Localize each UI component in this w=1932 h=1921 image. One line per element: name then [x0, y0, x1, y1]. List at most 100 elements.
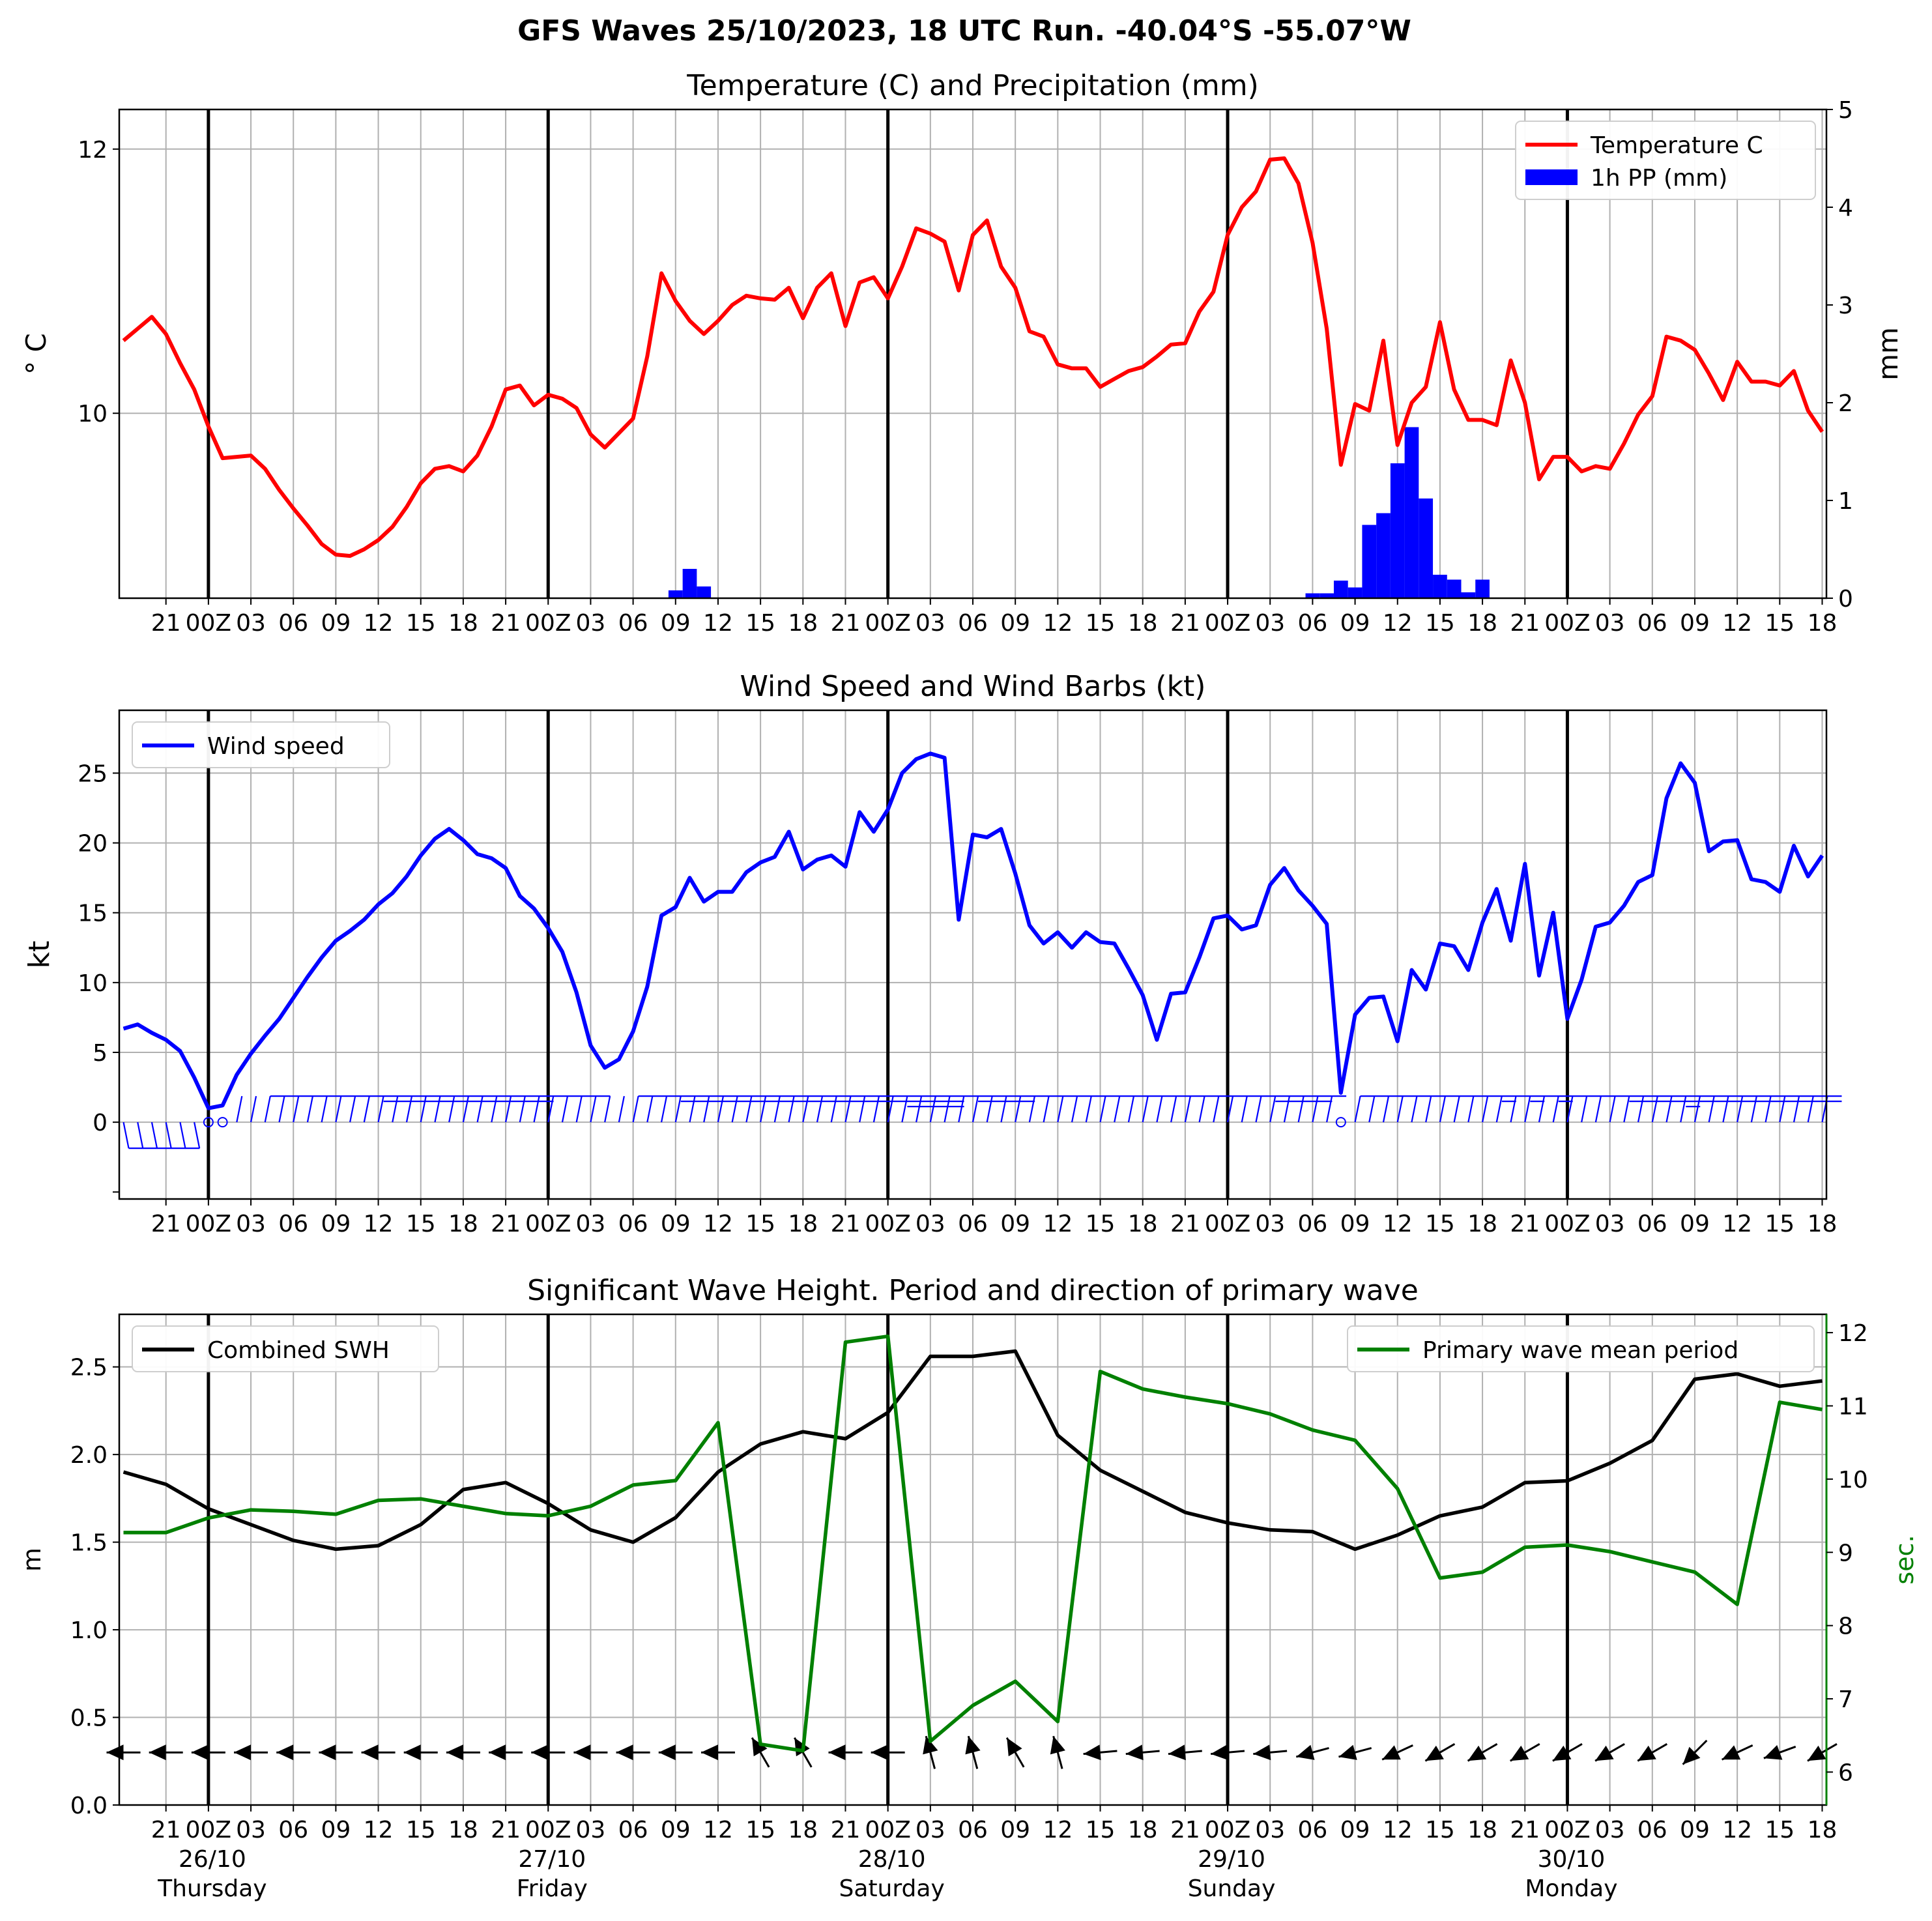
- wave-direction-arrow-head: [871, 1744, 888, 1761]
- wave-direction-arrow-head: [573, 1744, 591, 1761]
- wave-direction-arrow-head: [828, 1744, 846, 1761]
- wind-barb-staff: [674, 1095, 682, 1123]
- wave-direction-arrow-head: [489, 1744, 506, 1761]
- wind-barb-staff: [1368, 1095, 1376, 1123]
- day-name-label: Saturday: [839, 1875, 945, 1902]
- x-tick-label: 12: [1722, 1211, 1752, 1237]
- x-tick-label: 18: [448, 1211, 478, 1237]
- wave-direction-arrow-head: [403, 1744, 421, 1761]
- x-tick-label: 09: [1340, 1817, 1370, 1843]
- wind-barb-staff: [1425, 1095, 1432, 1123]
- panel-title: Significant Wave Height. Period and dire…: [527, 1274, 1419, 1307]
- day-date-label: 28/10: [858, 1846, 926, 1873]
- x-tick-label: 12: [1383, 610, 1413, 637]
- x-tick-label: 00Z: [865, 1211, 910, 1237]
- x-tick-label: 15: [406, 1817, 436, 1843]
- wind-barb-staff: [151, 1121, 158, 1149]
- wind-barb-staff: [1737, 1095, 1744, 1123]
- wind-barb-staff: [1665, 1095, 1673, 1123]
- day-date-label: 30/10: [1538, 1846, 1606, 1873]
- wave-direction-arrow-head: [1168, 1744, 1186, 1761]
- x-tick-label: 18: [788, 1211, 818, 1237]
- wind-barb-staff: [321, 1095, 328, 1123]
- wind-barb-staff: [349, 1095, 356, 1123]
- x-tick-label: 03: [1595, 1817, 1625, 1843]
- wind-barb-staff: [1198, 1095, 1205, 1123]
- wind-barb-staff: [405, 1095, 413, 1123]
- x-tick-label: 15: [406, 1211, 436, 1237]
- wind-barb-staff: [760, 1095, 767, 1123]
- x-tick-label: 21: [491, 610, 521, 637]
- precip-bar: [1390, 463, 1405, 598]
- panel-title: Wind Speed and Wind Barbs (kt): [740, 670, 1206, 703]
- y2-tick-label: 5: [1838, 97, 1853, 124]
- wind-barb-staff: [1170, 1095, 1177, 1123]
- x-tick-label: 09: [1000, 1211, 1030, 1237]
- x-tick-label: 15: [1086, 1817, 1116, 1843]
- x-tick-label: 21: [1510, 1817, 1540, 1843]
- wind-barb-staff: [1637, 1095, 1645, 1123]
- y-tick-label: 0.5: [70, 1705, 108, 1732]
- x-tick-label: 00Z: [865, 1817, 910, 1843]
- y2-tick-label: 1: [1838, 488, 1853, 515]
- wind-barb-staff: [264, 1095, 271, 1123]
- y-tick-label: 15: [78, 901, 108, 927]
- figure-suptitle: GFS Waves 25/10/2023, 18 UTC Run. -40.04…: [517, 14, 1411, 48]
- x-tick-label: 18: [1808, 1817, 1838, 1843]
- wave-direction-arrow-head: [616, 1744, 633, 1761]
- x-tick-label: 21: [151, 1817, 181, 1843]
- wind-barb-staff: [547, 1095, 555, 1123]
- x-tick-label: 18: [1808, 1211, 1838, 1237]
- x-tick-label: 09: [1680, 1211, 1710, 1237]
- wind-barb-staff: [816, 1095, 824, 1123]
- x-tick-label: 12: [703, 610, 733, 637]
- precip-bar: [1475, 579, 1490, 598]
- wind-barb-staff: [1241, 1095, 1248, 1123]
- wind-barb-staff: [1453, 1095, 1460, 1123]
- wind-barb-staff: [802, 1095, 809, 1123]
- wind-barb-calm: [1335, 1117, 1346, 1128]
- x-tick-label: 03: [576, 610, 606, 637]
- wind-barb-staff: [434, 1095, 441, 1123]
- wave-direction-arrow-head: [446, 1744, 463, 1761]
- x-tick-label: 00Z: [1205, 1211, 1250, 1237]
- wave-direction-arrow-head: [149, 1744, 166, 1761]
- wind-barb-staff: [703, 1095, 710, 1123]
- wind-barb-staff: [165, 1121, 172, 1149]
- wind-barb-staff: [1495, 1095, 1503, 1123]
- wave-direction-arrow-head: [531, 1744, 549, 1761]
- wind-barb-calm: [217, 1117, 228, 1128]
- x-tick-label: 00Z: [186, 1211, 231, 1237]
- x-tick-label: 03: [916, 610, 945, 637]
- x-tick-label: 18: [1808, 610, 1838, 637]
- x-tick-label: 15: [1425, 1817, 1455, 1843]
- wave-direction-arrow-head: [361, 1744, 379, 1761]
- wind-barb-staff: [1156, 1095, 1163, 1123]
- wind-barb-staff: [1127, 1095, 1135, 1123]
- y2-tick-label: 10: [1838, 1467, 1868, 1494]
- x-tick-label: 15: [1765, 610, 1795, 637]
- wind-barb-staff: [1396, 1095, 1404, 1123]
- wind-barb-staff: [1411, 1095, 1418, 1123]
- x-tick-label: 12: [1043, 1817, 1073, 1843]
- wind-barb-staff: [420, 1095, 427, 1123]
- legend-swatch: [1525, 169, 1578, 185]
- wind-barb-staff: [646, 1095, 654, 1123]
- wind-barb-staff: [1651, 1095, 1658, 1123]
- x-tick-label: 00Z: [1544, 1817, 1590, 1843]
- precip-bar: [1461, 592, 1476, 598]
- wave-direction-arrow-head: [1338, 1744, 1357, 1760]
- x-tick-label: 12: [364, 610, 394, 637]
- wind-barb-staff: [377, 1095, 384, 1123]
- wind-barb-staff: [1722, 1095, 1729, 1123]
- precip-bar: [1447, 579, 1462, 598]
- x-tick-label: 06: [1297, 1211, 1327, 1237]
- x-tick-label: 15: [1425, 1211, 1455, 1237]
- wave-direction-arrow-head: [1211, 1744, 1229, 1761]
- x-tick-label: 06: [278, 610, 308, 637]
- wave-direction-arrow-head: [965, 1736, 981, 1755]
- wind-barb-calm: [203, 1117, 214, 1128]
- wind-barb-staff: [1510, 1095, 1517, 1123]
- wind-barb-staff: [944, 1095, 951, 1123]
